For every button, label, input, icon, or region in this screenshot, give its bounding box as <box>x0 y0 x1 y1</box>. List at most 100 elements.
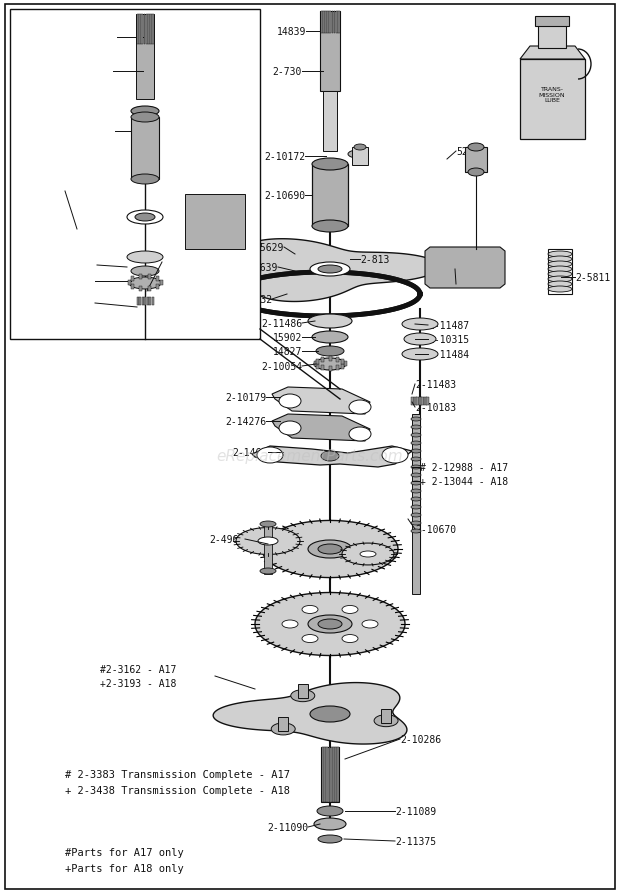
Polygon shape <box>520 47 585 60</box>
Text: 52740: 52740 <box>456 280 485 290</box>
Text: 52740: 52740 <box>456 147 485 156</box>
Text: 2-730: 2-730 <box>70 68 99 78</box>
Ellipse shape <box>312 332 348 343</box>
Text: 2-11487: 2-11487 <box>428 321 469 331</box>
Bar <box>144 298 146 306</box>
Polygon shape <box>241 240 440 302</box>
Bar <box>326 12 327 34</box>
Text: 2-10690: 2-10690 <box>264 190 305 201</box>
Bar <box>149 298 151 306</box>
Bar <box>321 366 324 371</box>
Text: 2-730: 2-730 <box>273 67 302 77</box>
Bar <box>148 286 151 291</box>
Text: #2-3162 - A17: #2-3162 - A17 <box>100 664 176 674</box>
Ellipse shape <box>349 401 371 415</box>
Polygon shape <box>272 388 370 415</box>
Bar <box>412 415 420 595</box>
Text: 2-11484: 2-11484 <box>428 350 469 359</box>
Ellipse shape <box>404 333 436 346</box>
Bar <box>352 148 368 165</box>
Text: 2-813: 2-813 <box>360 255 389 265</box>
Text: 15639: 15639 <box>18 188 47 198</box>
Ellipse shape <box>411 513 421 518</box>
Ellipse shape <box>411 458 421 461</box>
Bar <box>323 92 337 152</box>
Ellipse shape <box>411 434 421 437</box>
Text: #Parts for A17 only: #Parts for A17 only <box>65 847 184 857</box>
Ellipse shape <box>318 835 342 843</box>
Polygon shape <box>213 683 407 744</box>
Ellipse shape <box>279 394 301 409</box>
Text: 15639: 15639 <box>249 263 278 273</box>
Text: 14827: 14827 <box>273 347 302 357</box>
Ellipse shape <box>548 276 572 283</box>
Bar <box>465 148 487 173</box>
Bar <box>278 717 288 731</box>
Bar <box>321 747 339 802</box>
Bar <box>411 398 414 406</box>
Bar <box>312 164 348 227</box>
Bar <box>535 17 569 27</box>
Ellipse shape <box>258 537 278 545</box>
Bar <box>138 286 141 291</box>
Bar <box>333 747 335 802</box>
Bar <box>329 747 330 802</box>
Bar <box>327 12 329 34</box>
Bar <box>322 747 324 802</box>
Ellipse shape <box>468 169 484 177</box>
Bar <box>131 284 133 289</box>
Text: TRANS-
MISSION
LUBE: TRANS- MISSION LUBE <box>539 87 565 103</box>
Text: 2-10054: 2-10054 <box>261 361 302 372</box>
Ellipse shape <box>411 529 421 534</box>
Bar <box>418 398 422 406</box>
Ellipse shape <box>382 448 408 463</box>
Ellipse shape <box>402 318 438 331</box>
Text: 2-11090: 2-11090 <box>267 822 308 832</box>
Ellipse shape <box>282 620 298 628</box>
Bar <box>335 747 337 802</box>
Ellipse shape <box>411 497 421 502</box>
Bar <box>342 359 345 364</box>
Text: 56080: 56080 <box>522 114 551 125</box>
Ellipse shape <box>135 214 155 222</box>
Text: 14827: 14827 <box>48 278 78 288</box>
Ellipse shape <box>362 620 378 628</box>
Ellipse shape <box>308 540 352 559</box>
Bar <box>320 12 340 92</box>
Polygon shape <box>262 521 398 578</box>
Bar <box>321 358 324 362</box>
Polygon shape <box>425 248 505 289</box>
Bar <box>337 747 339 802</box>
Text: 15902: 15902 <box>273 333 302 342</box>
Text: 2-10183: 2-10183 <box>32 299 73 309</box>
Ellipse shape <box>302 606 318 614</box>
Bar <box>151 298 154 306</box>
Bar <box>329 367 332 372</box>
Polygon shape <box>342 544 394 565</box>
Ellipse shape <box>260 569 276 574</box>
Bar <box>10 10 260 340</box>
Bar <box>426 398 429 406</box>
Bar <box>329 12 331 34</box>
Ellipse shape <box>402 349 438 360</box>
Ellipse shape <box>411 505 421 510</box>
Ellipse shape <box>342 606 358 614</box>
Ellipse shape <box>310 706 350 722</box>
Ellipse shape <box>302 635 318 643</box>
Ellipse shape <box>411 482 421 485</box>
Bar <box>331 747 332 802</box>
Bar <box>136 298 138 306</box>
Text: 2-11483: 2-11483 <box>415 380 456 390</box>
Ellipse shape <box>548 282 572 288</box>
Ellipse shape <box>411 417 421 422</box>
Bar <box>131 277 133 283</box>
Text: 2-10179: 2-10179 <box>225 392 266 402</box>
Ellipse shape <box>131 107 159 117</box>
Bar <box>140 15 141 45</box>
Text: 2-10183: 2-10183 <box>415 402 456 412</box>
Ellipse shape <box>131 113 159 122</box>
Text: + 2-3438 Transmission Complete - A18: + 2-3438 Transmission Complete - A18 <box>65 785 290 795</box>
Ellipse shape <box>360 552 376 557</box>
Ellipse shape <box>129 278 161 290</box>
Ellipse shape <box>468 144 484 152</box>
